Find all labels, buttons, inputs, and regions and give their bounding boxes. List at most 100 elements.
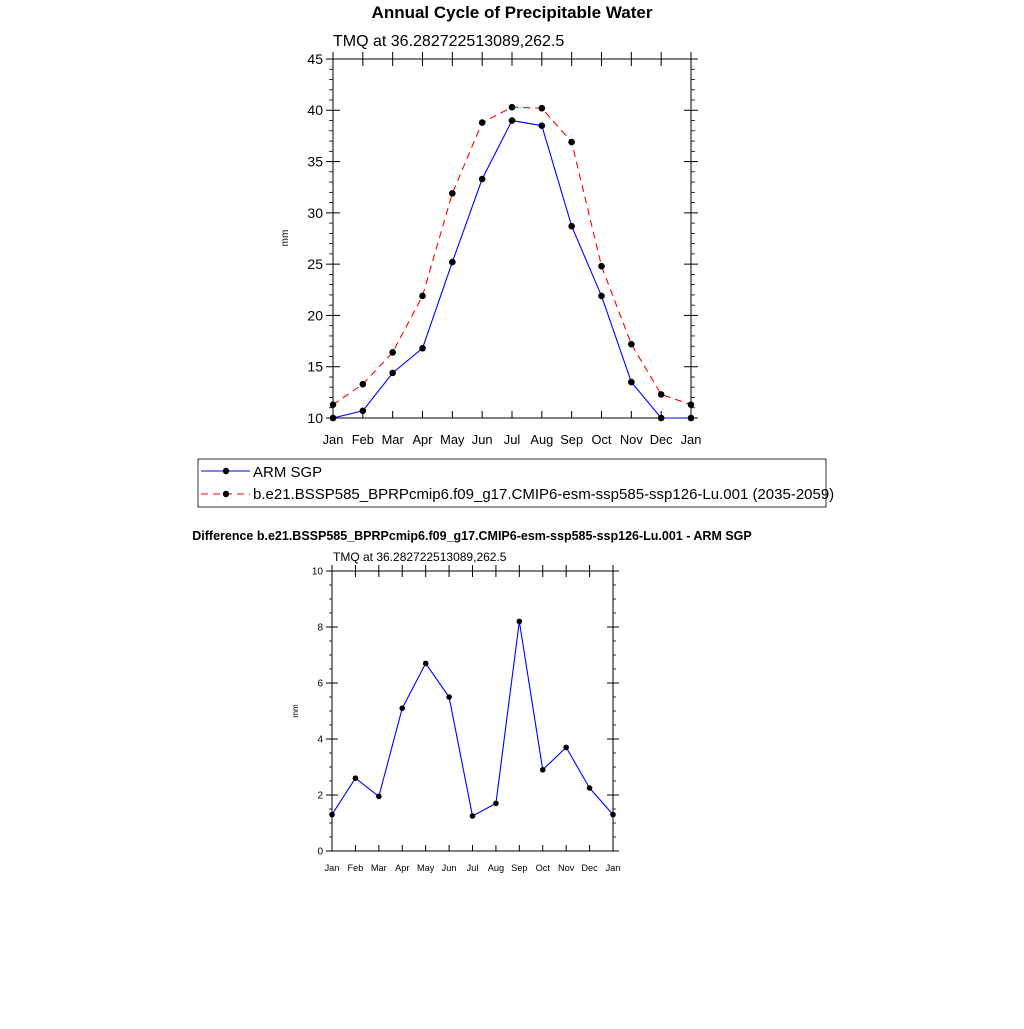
chart1-series-1-point	[359, 380, 367, 388]
chart2-xtick-label: May	[417, 863, 435, 873]
chart2-series-0-point	[329, 811, 335, 818]
legend-frame	[197, 458, 827, 508]
chart1-xtick-label: Sep	[560, 432, 583, 447]
chart1-series-0-point	[687, 414, 695, 422]
chart1-series-1-point	[598, 262, 605, 270]
chart1-series-1-point	[538, 104, 546, 112]
chart1-ytick-label: 10	[307, 410, 323, 426]
chart1-xtick-label: Dec	[650, 432, 673, 447]
chart2-series-0-point	[399, 705, 406, 711]
chart1-ytick-label: 15	[307, 359, 323, 375]
chart2-ytick-label: 8	[317, 623, 323, 634]
legend-marker-model	[222, 490, 230, 498]
chart1-series-1-point	[419, 292, 426, 300]
chart1-xtick-label: Apr	[412, 432, 433, 447]
chart2-series-0-point	[446, 694, 452, 700]
chart1-ytick-label: 35	[307, 153, 323, 169]
chart1-series-0-point	[657, 414, 665, 422]
chart2-series-0-point	[376, 793, 382, 800]
chart2-ylabel: mm	[291, 704, 300, 718]
chart2-ytick-label: 4	[317, 735, 323, 746]
chart2-xtick-label: Jun	[442, 863, 457, 873]
chart1-series-0-point	[449, 258, 456, 266]
chart1-series-1-point	[449, 190, 456, 197]
legend-label-arm-sgp: ARM SGP	[253, 464, 322, 481]
chart1-xtick-label: May	[440, 432, 465, 447]
chart1-xtick-label: Oct	[591, 432, 611, 447]
chart1-series-1-point	[389, 349, 396, 356]
chart1-series-1-point	[657, 391, 665, 398]
chart1-series-1-point	[329, 401, 337, 408]
chart2-series-0-point	[586, 785, 593, 791]
chart2-series-0-point	[516, 618, 523, 625]
chart2-series-line-0	[331, 621, 614, 817]
chart2-xtick-label: Jan	[606, 863, 621, 873]
chart1-series-1-point	[568, 138, 575, 146]
chart1-ytick-label: 20	[307, 307, 323, 323]
chart1-xtick-label: Aug	[530, 432, 553, 447]
chart2-xtick-label: Sep	[511, 863, 527, 873]
legend-marker-arm-sgp	[222, 467, 230, 475]
chart2-subtitle: TMQ at 36.282722513089,262.5	[333, 550, 507, 564]
chart1-series-1-point	[508, 103, 516, 111]
chart2-series-0-point	[469, 813, 476, 819]
chart2-xtick-label: Feb	[347, 863, 363, 873]
chart1-series-0-point	[598, 292, 605, 300]
chart2-series-0-point	[563, 744, 569, 751]
chart1-series-line-1	[332, 106, 692, 406]
chart1-xtick-label: Feb	[352, 432, 374, 447]
chart1-plot: 10 15 20 25 30 35 40 45 Jan Feb Mar Apr May Jun Jul Aug…	[307, 51, 701, 447]
chart2-xtick-label: Aug	[488, 863, 504, 873]
chart1-ytick-label: 25	[307, 256, 323, 272]
chart1-ytick-label: 40	[307, 102, 323, 118]
chart2-xtick-label: Oct	[536, 863, 551, 873]
chart2-ytick-label: 6	[317, 679, 323, 690]
chart1-xtick-label: Jan	[323, 432, 344, 447]
chart2-xtick-label: Apr	[395, 863, 409, 873]
legend-label-model: b.e21.BSSP585_BPRPcmip6.f09_g17.CMIP6-es…	[253, 486, 834, 503]
chart1-xtick-label: Jan	[681, 432, 702, 447]
chart1-xtick-label: Jul	[504, 432, 520, 447]
chart1-ylabel: mm	[280, 230, 291, 247]
chart1-series-0-point	[329, 414, 337, 422]
chart2-ytick-label: 2	[317, 791, 323, 802]
chart1-xtick-label: Nov	[620, 432, 643, 447]
chart1-legend: ARM SGP b.e21.BSSP585_BPRPcmip6.f09_g17.…	[197, 458, 834, 508]
chart1-frame	[332, 58, 692, 419]
chart2-ytick-label: 0	[317, 847, 323, 858]
chart1-series-1-point	[628, 340, 635, 348]
chart1-xtick-label: Jun	[472, 432, 493, 447]
chart2-xtick-label: Jan	[325, 863, 340, 873]
chart1-series-0-point	[478, 175, 486, 183]
chart1-series-0-point	[568, 222, 575, 230]
chart2-plot: 0 2 4 6 8 10 Jan Feb Mar Apr May Jun Jul Aug Sep Oct Nov…	[312, 565, 621, 873]
chart2-ytick-label: 10	[312, 567, 324, 578]
chart2-frame	[331, 570, 614, 852]
chart2-title: Difference b.e21.BSSP585_BPRPcmip6.f09_g…	[192, 529, 752, 543]
chart1-title: Annual Cycle of Precipitable Water	[372, 3, 653, 22]
chart1-series-1-point	[687, 401, 695, 408]
chart1-ytick-label: 45	[307, 51, 323, 67]
chart1-series-0-point	[538, 122, 546, 129]
chart2-series-0-point	[493, 800, 499, 807]
chart2-series-0-point	[352, 775, 359, 781]
chart2-series-0-point	[539, 767, 546, 773]
chart1-series-0-point	[508, 117, 516, 124]
chart1-series-0-point	[419, 344, 426, 352]
chart1-series-0-point	[628, 378, 635, 386]
chart2-series-0-point	[422, 660, 429, 667]
chart1-series-1-point	[478, 119, 486, 126]
chart2-xtick-label: Jul	[467, 863, 479, 873]
chart1-series-0-point	[359, 407, 367, 415]
chart1-subtitle: TMQ at 36.282722513089,262.5	[333, 33, 564, 50]
chart2-xtick-label: Nov	[558, 863, 575, 873]
chart1-ytick-label: 30	[307, 205, 323, 221]
chart1-series-0-point	[389, 369, 396, 377]
chart2-xtick-label: Dec	[581, 863, 598, 873]
chart1-xtick-label: Mar	[382, 432, 405, 447]
chart2-series-0-point	[610, 811, 616, 818]
chart2-xtick-label: Mar	[371, 863, 387, 873]
chart1-series-line-0	[332, 119, 691, 419]
